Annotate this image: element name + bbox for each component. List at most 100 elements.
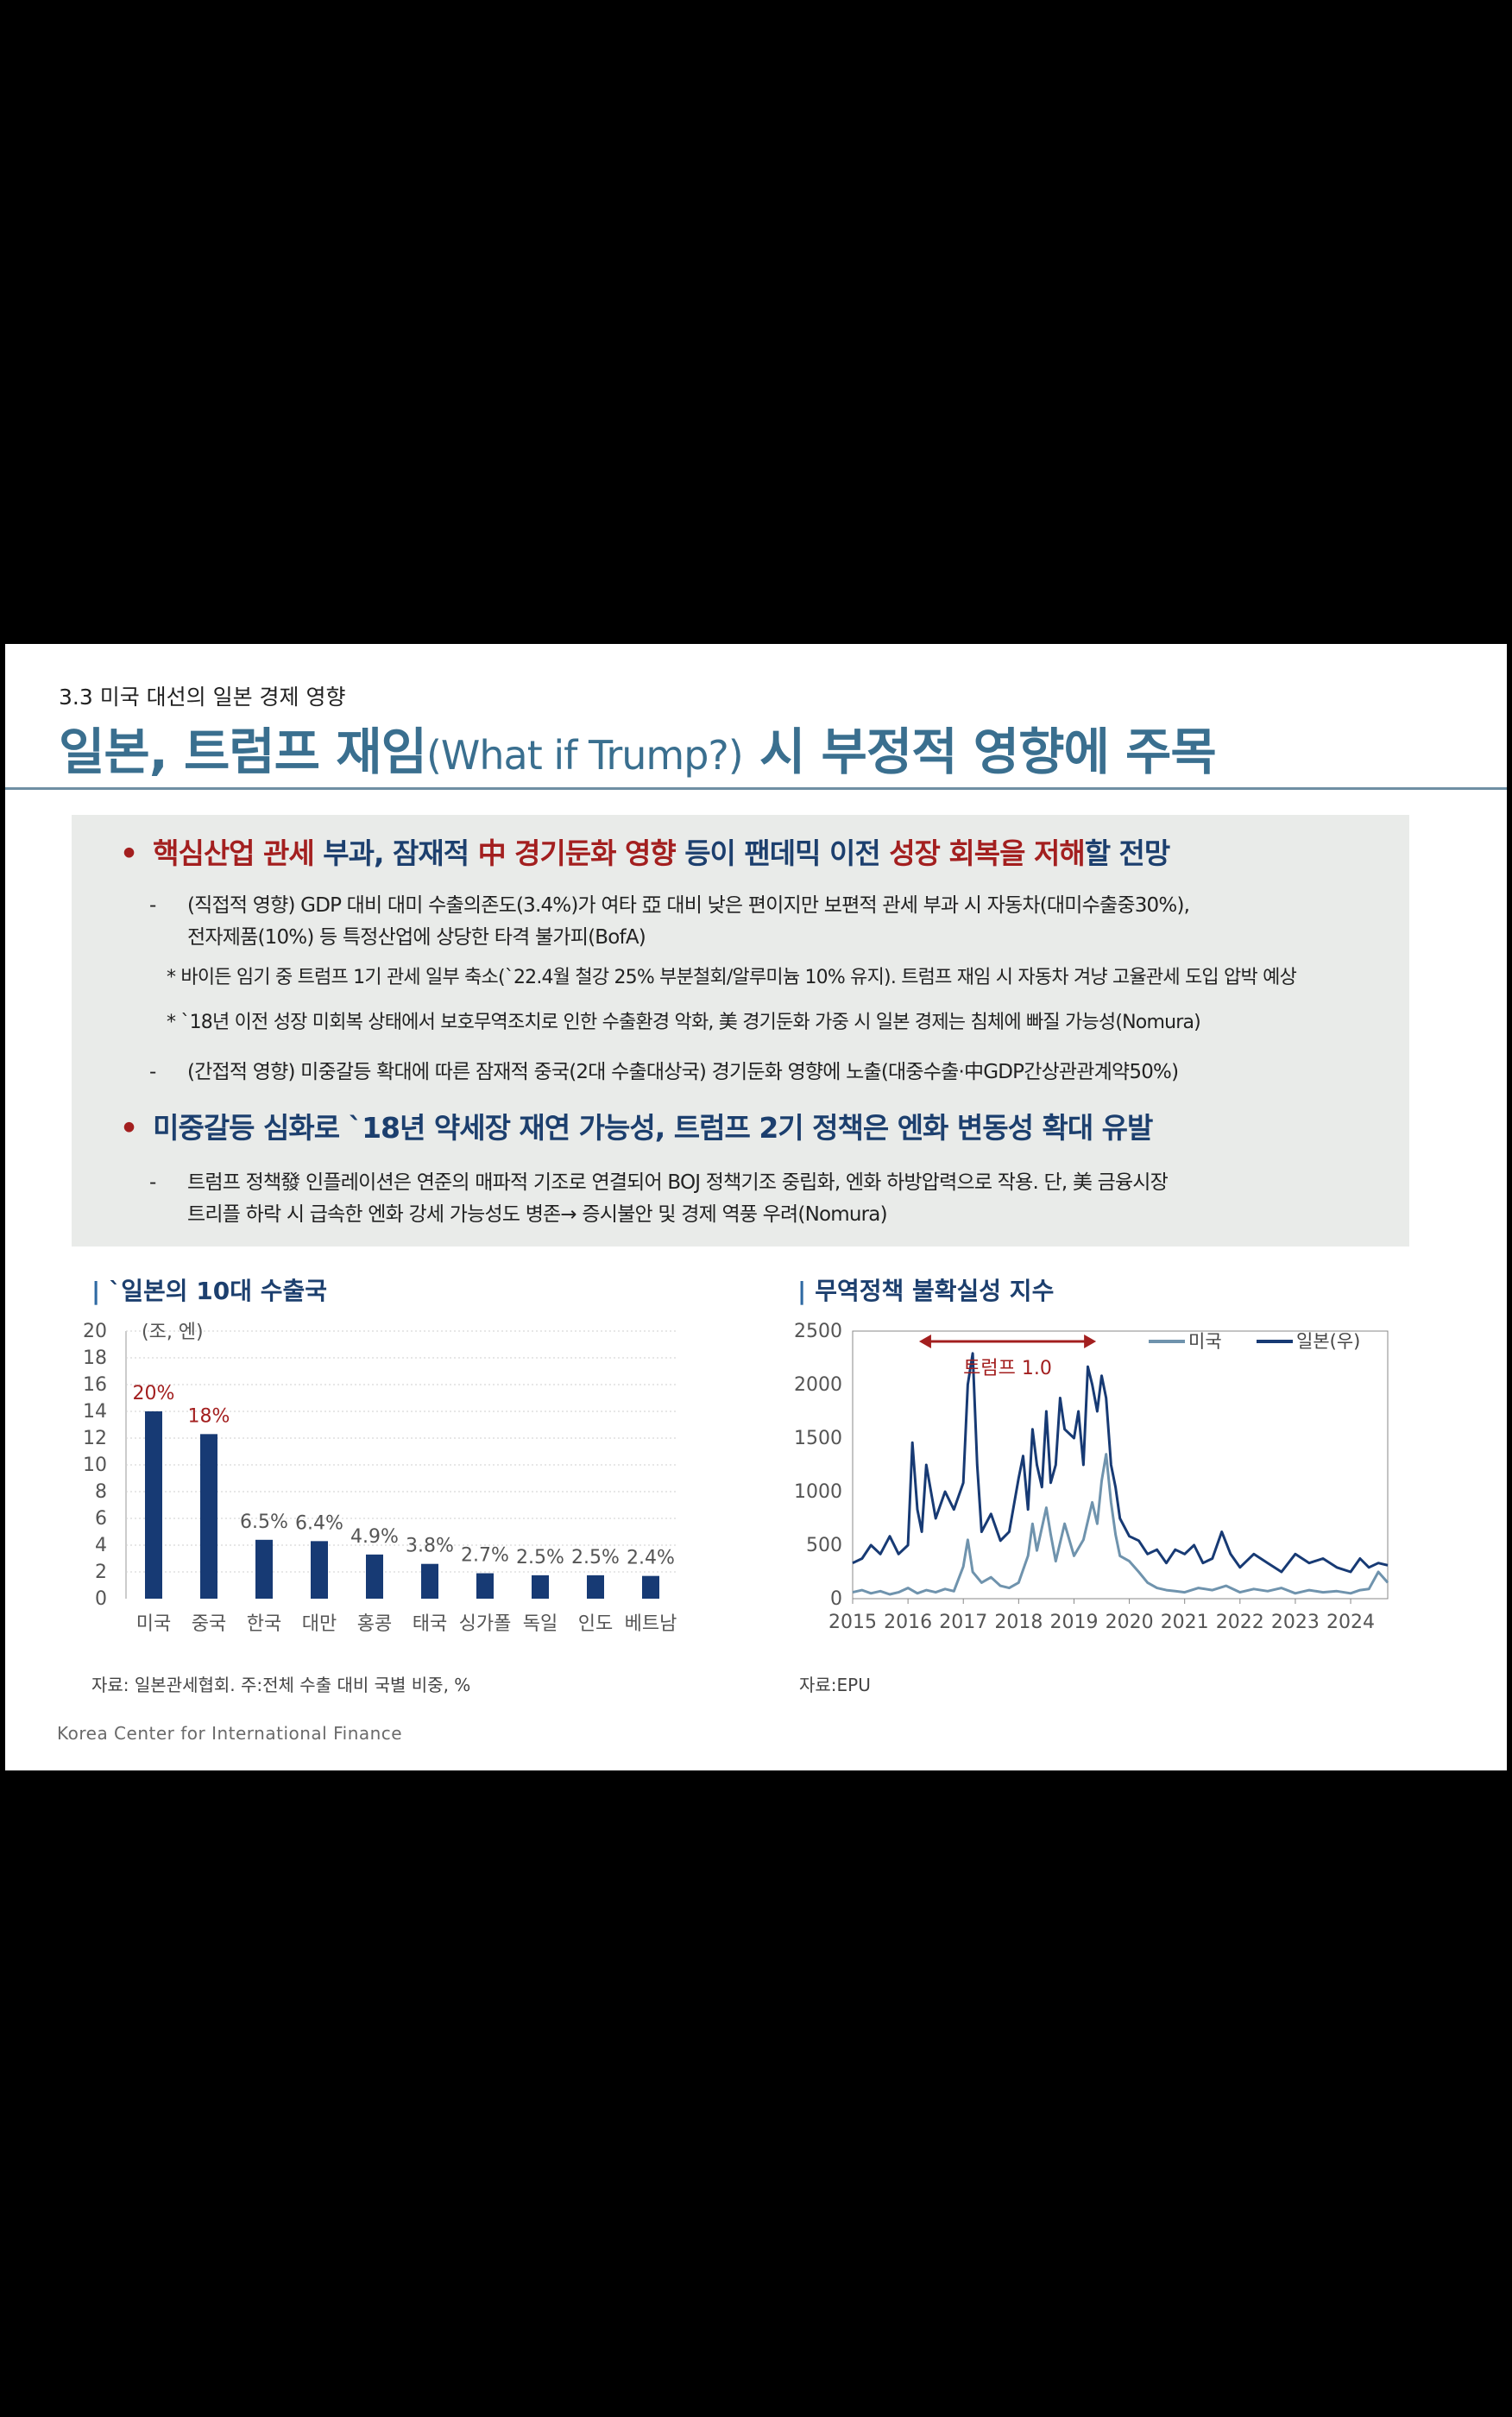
x-tick-label: 독일 — [523, 1613, 558, 1635]
left-chart-source: 자료: 일본관세협회. 주:전체 수출 대비 국별 비중, % — [91, 1675, 471, 1695]
right-chart-title: | 무역정책 불확실성 지수 — [797, 1272, 1054, 1307]
sub-point-2: - (간접적 영향) 미중갈등 확대에 따른 잠재적 중국(2대 수출대상국) 경… — [149, 1055, 1179, 1084]
title-rule — [5, 787, 1507, 790]
x-tick-label: 2020 — [1106, 1612, 1154, 1633]
data-label: 4.9% — [350, 1526, 399, 1548]
y-left-tick-label: 1000 — [794, 1481, 842, 1503]
sub-point-1: - (직접적 영향) GDP 대비 대미 수출의존도(3.4%)가 여타 亞 대비… — [149, 888, 1190, 918]
bullet-2: • 미중갈등 심화로 `18년 약세장 재연 가능성, 트럼프 2기 정책은 엔화… — [120, 1105, 1153, 1146]
section-label: 3.3 미국 대선의 일본 경제 영향 — [59, 685, 346, 710]
export-bar-chart: 0 2 4 6 8 10 12 14 16 18 20 (조, 엔) 20% 미국 18% 중국 6.5% 한국 6… — [83, 1321, 678, 1635]
bullet-1-part3: 中 경기둔화 영향 — [477, 836, 677, 870]
annotation-arrowhead-left — [918, 1335, 931, 1348]
y-left-tick-label: 1500 — [794, 1428, 842, 1449]
title-main-b: 시 부정적 영향에 주목 — [742, 723, 1217, 781]
x-tick-label: 싱가폴 — [459, 1613, 512, 1635]
x-tick-label: 중국 — [192, 1613, 226, 1635]
bar — [366, 1554, 383, 1599]
y-tick-label: 8 — [95, 1481, 107, 1503]
title-bar: | — [91, 1277, 101, 1305]
x-tick-label: 미국 — [136, 1613, 171, 1635]
footer: Korea Center for International Finance — [57, 1723, 403, 1744]
x-tick-label: 2022 — [1216, 1612, 1264, 1633]
x-tick-label: 2016 — [884, 1612, 932, 1633]
title-paren: (What if Trump?) — [425, 732, 744, 779]
y-tick-label: 12 — [83, 1428, 107, 1449]
trade-policy-uncertainty-chart: 0500100015002000250001002003004005006002… — [794, 1321, 1389, 1633]
data-label: 2.7% — [461, 1545, 509, 1567]
right-chart-source: 자료:EPU — [799, 1675, 871, 1695]
bar — [145, 1411, 162, 1599]
y-tick-label: 20 — [83, 1321, 107, 1342]
bullet-dot: • — [120, 1111, 138, 1145]
bullet-1-part1: 핵심산업 관세 — [153, 836, 324, 870]
x-tick-label: 베트남 — [625, 1613, 677, 1635]
annotation-label: 트럼프 1.0 — [963, 1358, 1052, 1379]
x-tick-label: 2015 — [828, 1612, 877, 1633]
x-tick-label: 2018 — [994, 1612, 1043, 1633]
title-bar: | — [797, 1277, 807, 1305]
bullet-1: • 핵심산업 관세 부과, 잠재적 中 경기둔화 영향 등이 팬데믹 이전 성장 … — [120, 830, 1171, 872]
left-chart-title-text: `일본의 10대 수출국 — [109, 1277, 328, 1305]
bar — [476, 1573, 494, 1599]
bar — [255, 1539, 273, 1599]
legend-label: 미국 — [1188, 1331, 1222, 1352]
sub-point-3-line2: 트리플 하락 시 급속한 엔화 강세 가능성도 병존→ 증시불안 및 경제 역풍… — [187, 1203, 888, 1226]
x-tick-label: 2023 — [1271, 1612, 1320, 1633]
left-chart-title: | `일본의 10대 수출국 — [91, 1272, 327, 1307]
y-left-tick-label: 2500 — [794, 1321, 842, 1342]
data-label: 3.8% — [406, 1536, 454, 1557]
note-1: * 바이든 임기 중 트럼프 1기 관세 일부 축소(`22.4월 철강 25%… — [167, 967, 1297, 988]
bullet-1-part4: 등이 팬데믹 이전 — [675, 836, 890, 870]
sub-point-3: - 트럼프 정책發 인플레이션은 연준의 매파적 기조로 연결되어 BOJ 정책기… — [149, 1165, 1169, 1195]
bar — [532, 1575, 549, 1599]
bar — [587, 1575, 604, 1599]
data-label: 2.4% — [627, 1548, 675, 1569]
y-left-tick-label: 500 — [806, 1535, 842, 1556]
note-2: * `18년 이전 성장 미회복 상태에서 보호무역조치로 인한 수출환경 악화… — [167, 1012, 1201, 1033]
y-tick-label: 4 — [95, 1535, 107, 1556]
sub-point-1-line1: (직접적 영향) GDP 대비 대미 수출의존도(3.4%)가 여타 亞 대비 … — [187, 894, 1190, 917]
bar — [200, 1434, 217, 1599]
bullet-1-part5: 성장 회복을 저해 — [889, 836, 1085, 870]
data-label: 20% — [133, 1383, 175, 1404]
bar — [311, 1541, 328, 1599]
y-tick-label: 0 — [95, 1588, 107, 1610]
annotation-arrowhead-right — [1084, 1335, 1097, 1348]
sub-point-2-text: (간접적 영향) 미중갈등 확대에 따른 잠재적 중국(2대 수출대상국) 경기… — [187, 1061, 1179, 1083]
bullet-1-part6: 할 전망 — [1084, 836, 1171, 870]
x-tick-label: 홍콩 — [357, 1613, 392, 1635]
bullet-dot: • — [120, 836, 138, 870]
plot-frame — [852, 1330, 1389, 1600]
bullet-2-text: 미중갈등 심화로 `18년 약세장 재연 가능성, 트럼프 2기 정책은 엔화 … — [153, 1111, 1153, 1145]
dash: - — [149, 1171, 156, 1194]
data-label: 6.5% — [240, 1511, 288, 1533]
dash: - — [149, 894, 156, 917]
data-label: 2.5% — [516, 1547, 564, 1568]
y-tick-label: 10 — [83, 1455, 107, 1476]
x-tick-label: 2017 — [939, 1612, 987, 1633]
x-tick-label: 2021 — [1161, 1612, 1209, 1633]
data-label: 6.4% — [295, 1512, 343, 1534]
y-tick-label: 2 — [95, 1562, 107, 1583]
bar — [421, 1563, 438, 1599]
bullet-1-part2: 부과, 잠재적 — [323, 836, 478, 870]
y-tick-label: 6 — [95, 1508, 107, 1530]
slide: 3.3 미국 대선의 일본 경제 영향 일본, 트럼프 재임(What if T… — [5, 644, 1507, 1770]
unit-label: (조, 엔) — [142, 1322, 204, 1343]
dash: - — [149, 1061, 156, 1083]
page-title: 일본, 트럼프 재임(What if Trump?) 시 부정적 영향에 주목 — [59, 711, 1217, 784]
bar — [642, 1575, 659, 1599]
y-left-tick-label: 0 — [830, 1588, 842, 1610]
data-label: 2.5% — [571, 1547, 620, 1568]
sub-point-3-line1: 트럼프 정책發 인플레이션은 연준의 매파적 기조로 연결되어 BOJ 정책기조… — [187, 1171, 1169, 1194]
x-tick-label: 인도 — [578, 1613, 613, 1635]
legend-label: 일본(우) — [1296, 1331, 1360, 1352]
sub-point-1-line2: 전자제품(10%) 등 특정산업에 상당한 타격 불가피(BofA) — [187, 926, 646, 949]
title-main-a: 일본, 트럼프 재임 — [59, 723, 427, 781]
y-tick-label: 16 — [83, 1374, 107, 1396]
x-tick-label: 대만 — [302, 1613, 337, 1635]
data-label: 18% — [188, 1405, 230, 1427]
x-tick-label: 2019 — [1049, 1612, 1098, 1633]
series-line — [852, 1453, 1389, 1596]
